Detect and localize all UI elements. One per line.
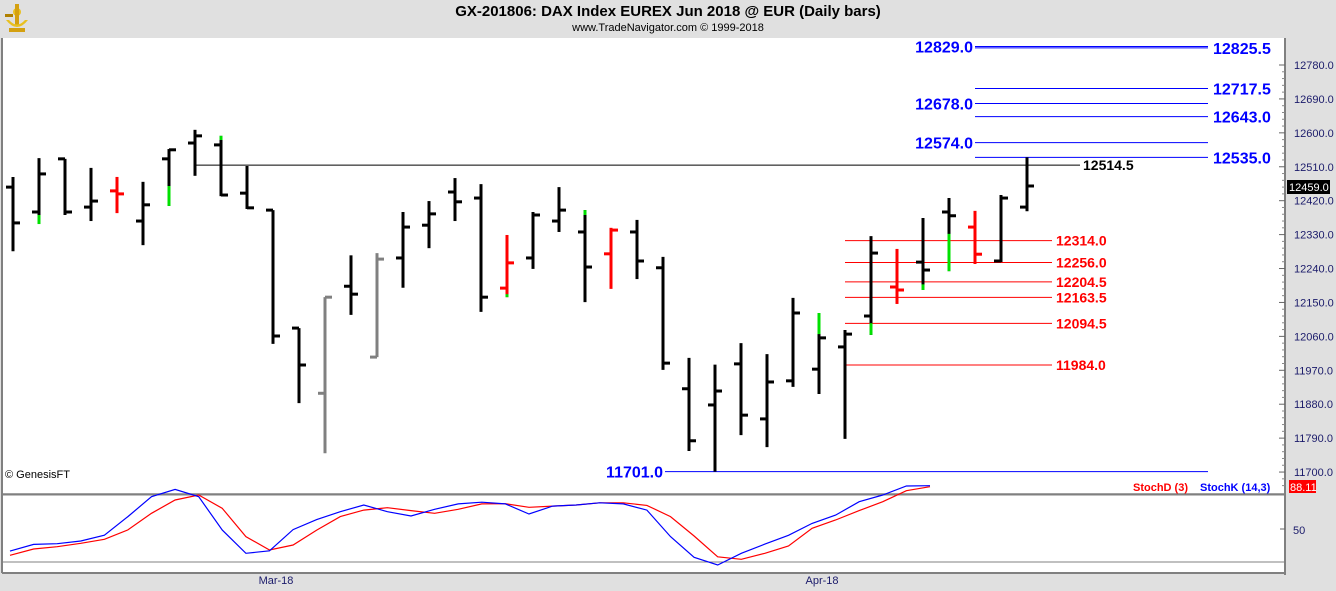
level-label: 12829.0 — [915, 40, 973, 57]
ohlc-bar — [812, 313, 826, 395]
y-tick-label: 12510.0 — [1294, 162, 1334, 174]
level-label: 12643.0 — [1213, 110, 1271, 127]
ohlc-bar — [656, 256, 670, 370]
ohlc-bar — [188, 129, 202, 176]
ohlc-bar — [448, 178, 462, 222]
plot-area — [2, 38, 1285, 573]
ohlc-bar — [344, 255, 358, 315]
level-label: 12825.5 — [1213, 41, 1271, 58]
stoch-last-value-box — [1289, 480, 1316, 493]
ohlc-bar — [292, 326, 306, 404]
ohlc-bar — [578, 210, 592, 303]
level-label: 12574.0 — [915, 136, 973, 153]
ohlc-bar — [84, 167, 98, 222]
ohlc-bar — [58, 157, 72, 216]
ohlc-bar — [942, 198, 956, 272]
ohlc-bar — [526, 211, 540, 269]
ohlc-bar — [890, 248, 904, 304]
level-label: 12514.5 — [1083, 157, 1134, 173]
ohlc-bar — [110, 176, 124, 214]
last-price-box — [1287, 180, 1330, 194]
last-price: 12459.0 — [1289, 182, 1329, 194]
level-label: 11984.0 — [1056, 357, 1106, 373]
y-tick-label: 12420.0 — [1294, 196, 1334, 208]
level-label: 12314.0 — [1056, 233, 1107, 249]
stochk-line — [9, 485, 931, 566]
y-tick-label: 12690.0 — [1294, 94, 1334, 106]
ohlc-bar — [318, 295, 332, 454]
ohlc-bar — [994, 195, 1008, 263]
ohlc-bar — [838, 329, 852, 439]
y-tick-label: 12780.0 — [1294, 60, 1334, 72]
ohlc-bar — [734, 343, 748, 436]
ohlc-bar — [370, 253, 384, 359]
chart-title: GX-201806: DAX Index EUREX Jun 2018 @ EU… — [455, 3, 881, 20]
y-tick-label: 12150.0 — [1294, 297, 1334, 309]
ohlc-bar — [32, 158, 46, 225]
ohlc-bar — [1020, 157, 1034, 212]
level-label: 12535.0 — [1213, 150, 1271, 167]
y-tick-label: 12060.0 — [1294, 331, 1334, 343]
stoch-last-value: 88.11 — [1290, 482, 1317, 494]
ohlc-bar — [214, 135, 228, 197]
ohlc-bar — [474, 184, 488, 312]
ohlc-bar — [916, 218, 930, 291]
ohlc-bar — [760, 354, 774, 448]
stochd-legend: StochD (3) — [1133, 482, 1188, 494]
ohlc-bar — [396, 211, 410, 288]
x-tick-mar: Mar-18 — [259, 575, 294, 587]
ohlc-bar — [500, 234, 514, 298]
ohlc-bar — [864, 236, 878, 335]
level-label: 12678.0 — [915, 96, 973, 113]
x-tick-apr: Apr-18 — [805, 575, 838, 587]
ohlc-bar — [422, 201, 436, 249]
y-tick-label: 11700.0 — [1294, 467, 1333, 479]
stochk-legend: StochK (14,3) — [1200, 482, 1271, 494]
ohlc-bar — [786, 297, 800, 387]
ohlc-bar — [604, 227, 618, 289]
level-label: 12094.5 — [1056, 315, 1107, 331]
y-tick-label: 12600.0 — [1294, 128, 1334, 140]
ohlc-bar — [682, 357, 696, 451]
ohlc-bar — [240, 166, 254, 210]
ohlc-bar — [266, 208, 280, 344]
y-tick-label: 12240.0 — [1294, 264, 1334, 276]
level-label: 12204.5 — [1056, 274, 1107, 290]
y-tick-label: 11790.0 — [1294, 433, 1333, 445]
watermark: © GenesisFT — [5, 469, 70, 481]
level-label: 12717.5 — [1213, 82, 1271, 99]
y-tick-label: 11970.0 — [1294, 365, 1333, 377]
ohlc-bar — [968, 210, 982, 265]
ohlc-bar — [708, 364, 722, 472]
y-tick-label: 12330.0 — [1294, 230, 1334, 242]
ohlc-bar — [630, 219, 644, 280]
ohlc-bar — [552, 187, 566, 232]
ohlc-bar — [162, 148, 176, 206]
sextant-logo-icon — [3, 2, 31, 34]
level-label: 12256.0 — [1056, 254, 1107, 270]
y-tick-label: 11880.0 — [1294, 399, 1333, 411]
ohlc-bar — [6, 176, 20, 252]
ohlc-bar — [136, 181, 150, 246]
level-label: 11701.0 — [606, 465, 663, 482]
level-label: 12163.5 — [1056, 289, 1107, 305]
stochd-line — [9, 486, 931, 560]
stoch-y-tick: 50 — [1293, 525, 1305, 537]
chart-subtitle: www.TradeNavigator.com © 1999-2018 — [572, 22, 764, 34]
